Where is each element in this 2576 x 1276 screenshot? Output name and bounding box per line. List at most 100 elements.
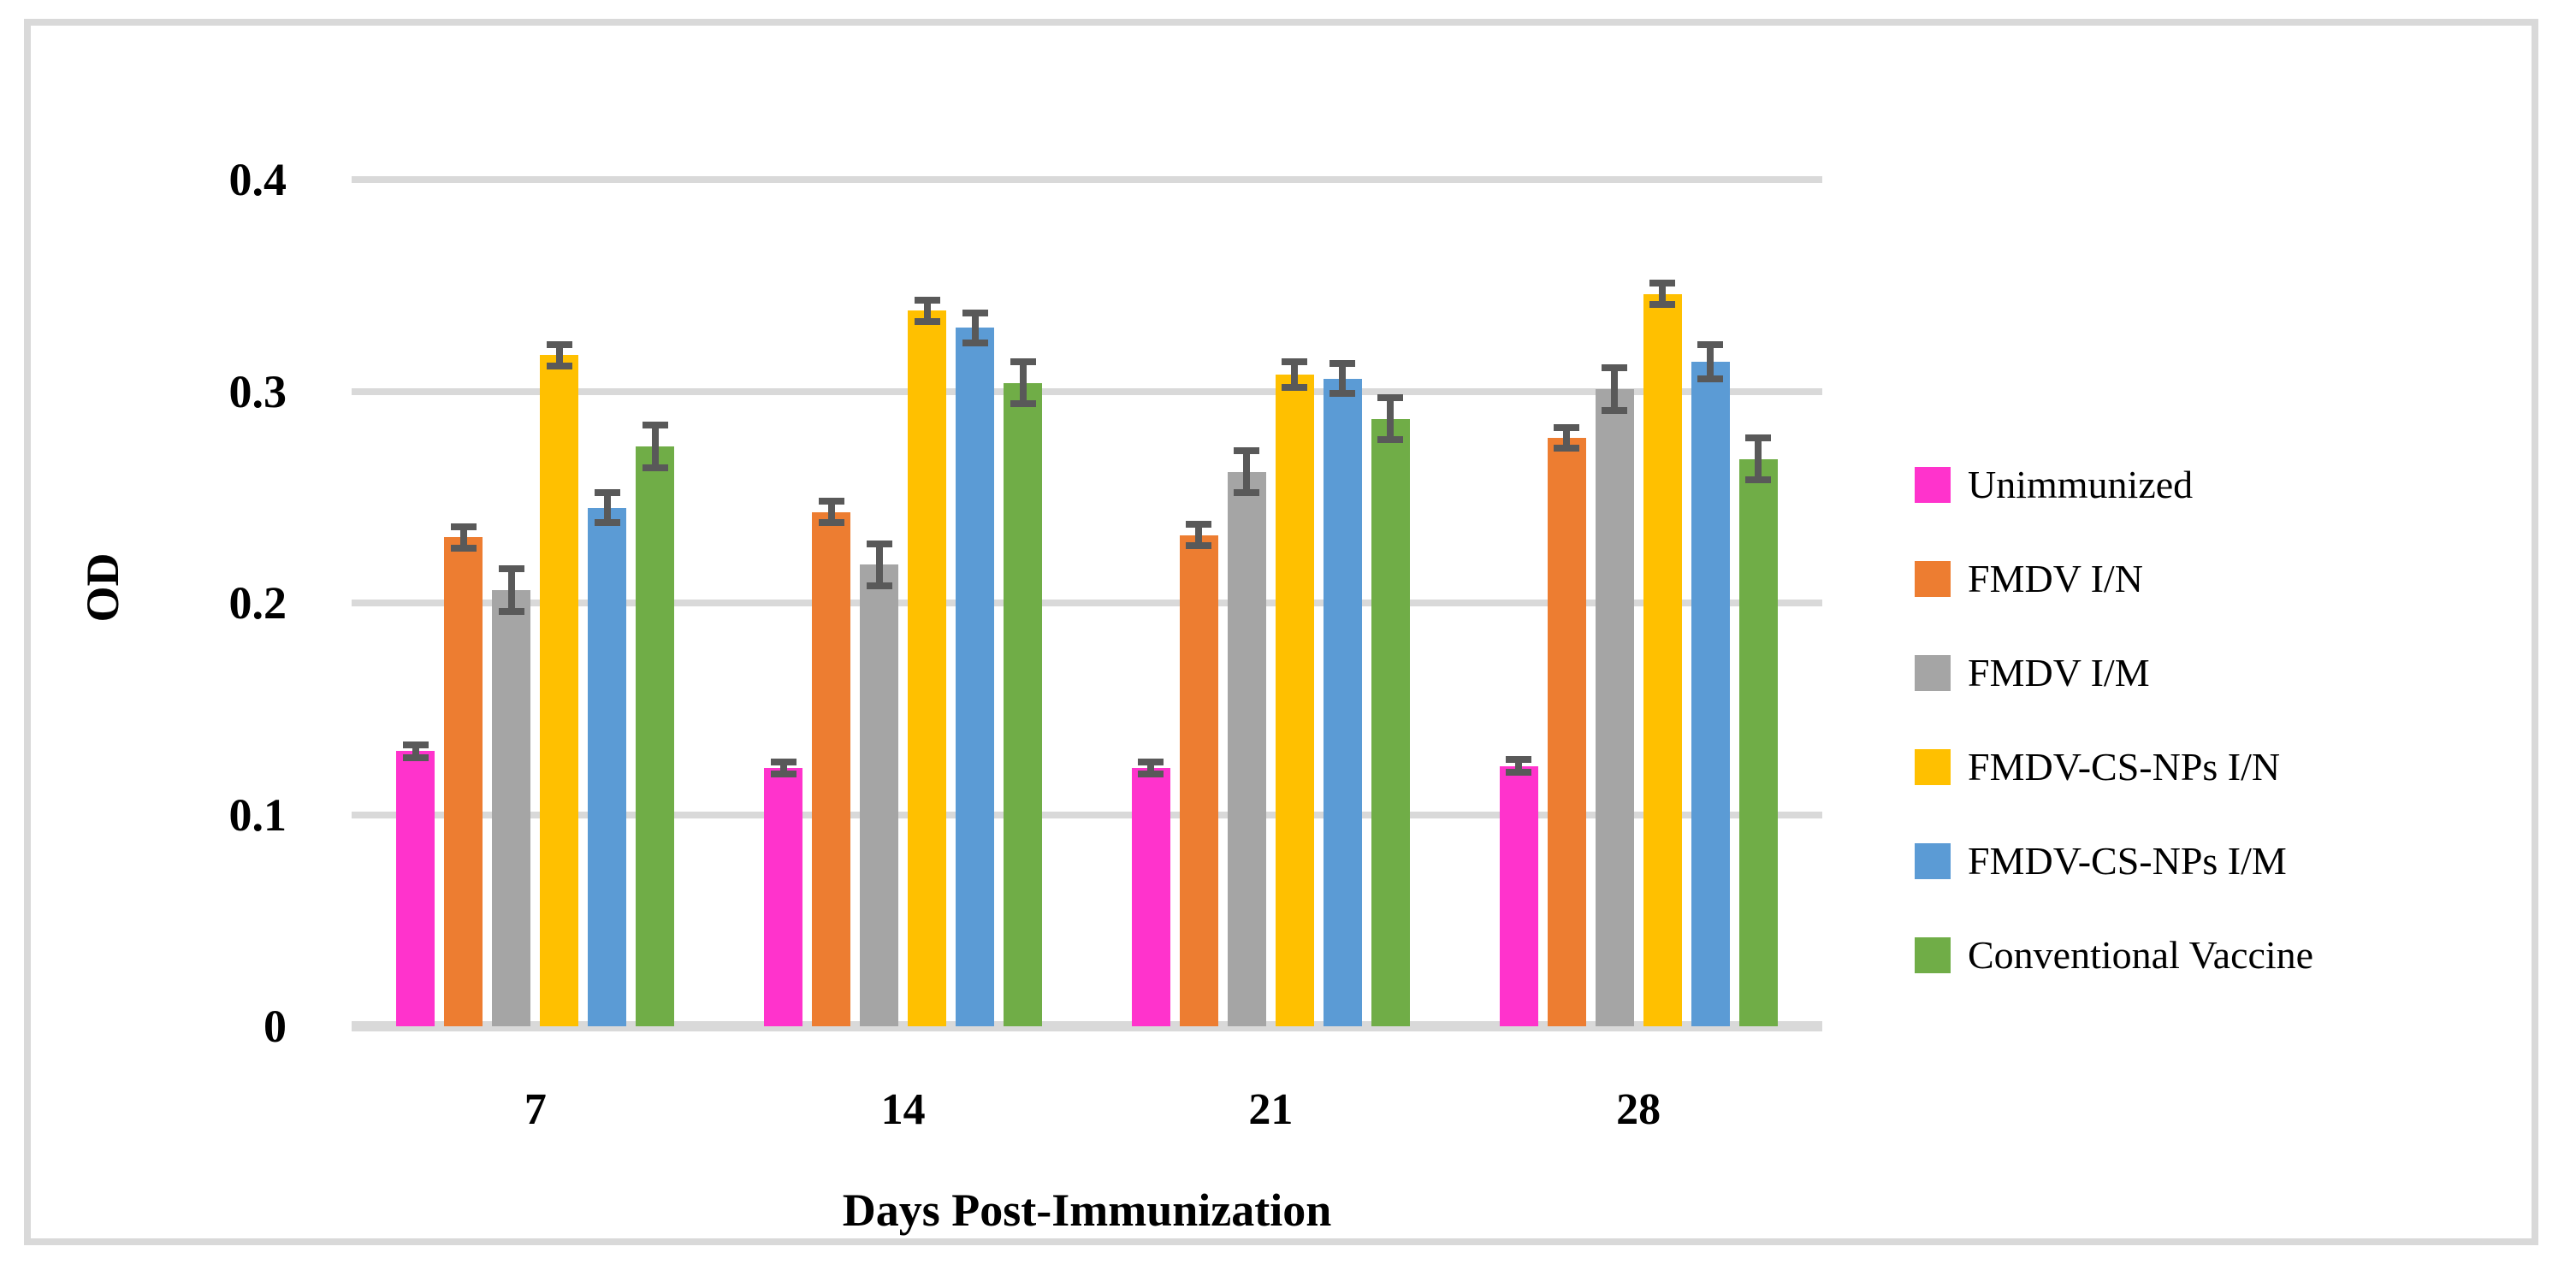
bar-unimmunized-day21 xyxy=(1131,768,1170,1026)
bar-fmdv-cs-nps-i-m-day7 xyxy=(588,507,627,1026)
legend-swatch-icon xyxy=(1915,561,1951,597)
error-bar-cap-top xyxy=(1377,393,1404,401)
bar-unimmunized-day14 xyxy=(764,768,803,1026)
bar-fmdv-i-m-day14 xyxy=(860,564,899,1026)
error-bar-cap-top xyxy=(1649,280,1676,287)
legend-item: FMDV I/N xyxy=(1915,532,2313,626)
error-bar-stem xyxy=(923,300,931,322)
legend-item-label: FMDV I/M xyxy=(1968,651,2150,694)
error-bar-cap-bottom xyxy=(1649,301,1676,309)
bar-unimmunized-day7 xyxy=(396,751,435,1026)
error-bar-cap-top xyxy=(1282,357,1308,365)
error-bar-stem xyxy=(875,543,883,587)
error-bar-stem xyxy=(827,501,835,523)
bar-fmdv-i-m-day7 xyxy=(492,590,531,1026)
x-tick-label-28: 28 xyxy=(1616,1085,1661,1134)
error-bar-cap-top xyxy=(1554,423,1580,431)
error-bar-cap-top xyxy=(642,422,668,429)
error-bar-stem xyxy=(1515,759,1523,772)
error-bar-cap-top xyxy=(1234,446,1260,454)
bar-fmdv-i-n-day14 xyxy=(812,511,851,1026)
error-bar-cap-top xyxy=(1602,364,1628,372)
error-bar-stem xyxy=(1755,437,1762,481)
error-bar-cap-bottom xyxy=(1010,400,1036,408)
error-bar-cap-top xyxy=(450,523,477,530)
error-bar-cap-top xyxy=(498,565,524,573)
error-bar-cap-bottom xyxy=(450,544,477,552)
error-bar-cap-bottom xyxy=(962,339,988,346)
figure-border-frame xyxy=(24,19,2538,1245)
error-bar-cap-bottom xyxy=(1554,445,1580,452)
error-bar-stem xyxy=(1243,450,1251,493)
error-bar-cap-bottom xyxy=(1602,406,1628,414)
legend-swatch-icon xyxy=(1915,467,1951,503)
bar-fmdv-cs-nps-i-m-day14 xyxy=(956,328,995,1026)
y-axis-title: OD xyxy=(77,552,128,623)
error-bar-cap-bottom xyxy=(642,464,668,471)
x-tick-label-14: 14 xyxy=(880,1085,926,1134)
error-bar-stem xyxy=(1195,524,1203,546)
error-bar-cap-top xyxy=(770,758,796,765)
gridline-0.4 xyxy=(352,176,1822,183)
error-bar-cap-bottom xyxy=(770,771,796,778)
bar-conventional-vaccine-day7 xyxy=(636,446,675,1026)
legend-item-label: FMDV-CS-NPs I/M xyxy=(1968,839,2287,883)
error-bar-stem xyxy=(507,569,515,611)
error-bar-cap-bottom xyxy=(1745,476,1772,484)
legend-item: FMDV I/M xyxy=(1915,626,2313,720)
legend: Unimmunized FMDV I/N FMDV I/M FMDV-CS-NPs I… xyxy=(1915,438,2313,1002)
y-tick-label-0.4: 0.4 xyxy=(228,154,287,205)
legend-item: Unimmunized xyxy=(1915,438,2313,532)
legend-swatch-icon xyxy=(1915,843,1951,879)
error-bar-cap-top xyxy=(1697,341,1724,349)
plot-area xyxy=(352,176,1822,1031)
legend-item-label: FMDV I/N xyxy=(1968,557,2143,600)
bar-fmdv-i-m-day21 xyxy=(1227,471,1266,1026)
error-bar-cap-top xyxy=(1010,357,1036,365)
error-bar-cap-bottom xyxy=(1186,542,1212,550)
error-bar-cap-top xyxy=(1329,360,1356,368)
y-tick-label-0.2: 0.2 xyxy=(228,577,287,629)
gridline-0.2 xyxy=(352,600,1822,606)
error-bar-cap-top xyxy=(402,741,429,748)
error-bar-cap-top xyxy=(1186,521,1212,529)
bar-fmdv-i-n-day28 xyxy=(1547,437,1586,1026)
bar-conventional-vaccine-day21 xyxy=(1371,418,1410,1026)
error-bar-cap-bottom xyxy=(1138,771,1164,778)
legend-swatch-icon xyxy=(1915,749,1951,785)
error-bar-stem xyxy=(1707,345,1714,379)
x-axis-line xyxy=(352,1021,1822,1031)
error-bar-cap-bottom xyxy=(498,607,524,615)
error-bar-cap-bottom xyxy=(1697,375,1724,382)
bar-fmdv-cs-nps-i-n-day28 xyxy=(1643,293,1682,1026)
error-bar-cap-bottom xyxy=(1329,389,1356,397)
error-bar-stem xyxy=(459,526,467,548)
error-bar-cap-bottom xyxy=(1282,383,1308,391)
error-bar-cap-bottom xyxy=(866,582,892,590)
bar-fmdv-cs-nps-i-n-day21 xyxy=(1275,374,1314,1026)
y-tick-label-0.1: 0.1 xyxy=(228,789,287,841)
legend-swatch-icon xyxy=(1915,655,1951,691)
error-bar-cap-bottom xyxy=(1506,769,1532,776)
legend-item-label: Unimmunized xyxy=(1968,463,2194,506)
x-tick-label-7: 7 xyxy=(524,1085,547,1134)
error-bar-cap-top xyxy=(594,489,620,497)
legend-item: Conventional Vaccine xyxy=(1915,908,2313,1002)
error-bar-stem xyxy=(779,761,787,775)
error-bar-stem xyxy=(1339,363,1347,393)
error-bar-cap-bottom xyxy=(402,753,429,761)
error-bar-stem xyxy=(1387,397,1395,440)
y-tick-label-0: 0 xyxy=(264,1001,287,1052)
error-bar-cap-top xyxy=(962,309,988,316)
legend-swatch-icon xyxy=(1915,937,1951,973)
bar-fmdv-cs-nps-i-n-day7 xyxy=(540,355,579,1026)
error-bar-cap-bottom xyxy=(818,518,844,526)
error-bar-cap-bottom xyxy=(546,362,572,369)
bar-fmdv-cs-nps-i-m-day28 xyxy=(1691,361,1730,1026)
error-bar-stem xyxy=(1291,361,1299,387)
error-bar-stem xyxy=(603,493,611,523)
legend-item: FMDV-CS-NPs I/M xyxy=(1915,814,2313,908)
error-bar-stem xyxy=(1019,361,1027,405)
error-bar-stem xyxy=(1147,761,1155,775)
bar-fmdv-cs-nps-i-n-day14 xyxy=(908,310,947,1026)
